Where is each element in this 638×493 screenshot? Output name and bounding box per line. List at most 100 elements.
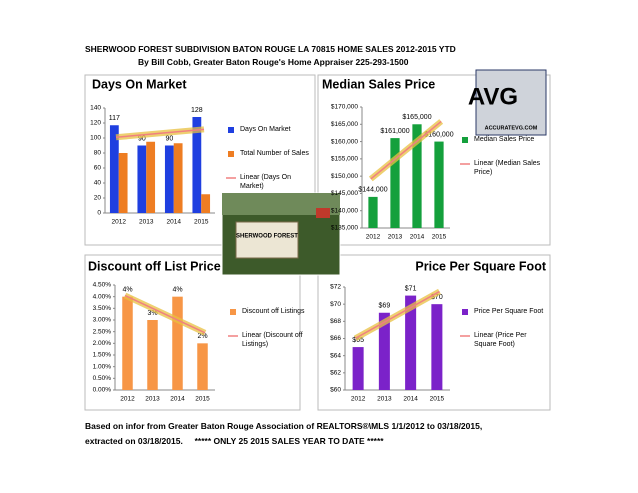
data-label: $69: [379, 303, 391, 310]
y-tick-label: 20: [94, 195, 102, 202]
legend-label: Linear (Days On Market): [240, 174, 291, 190]
y-tick-label: $70: [330, 301, 341, 308]
sign: [235, 221, 299, 259]
chart-title: Days On Market: [92, 77, 187, 91]
y-tick-label: $62: [330, 370, 341, 377]
bar: [412, 124, 422, 228]
bar: [378, 312, 390, 390]
legend-label: Linear (Median Sales Price): [474, 160, 541, 176]
legend-swatch: [228, 127, 234, 133]
data-label: $70: [431, 294, 443, 301]
y-tick-label: 4.00%: [93, 293, 112, 300]
y-tick-label: 140: [90, 105, 101, 112]
legend-label: Linear (Discount off Listings): [242, 332, 303, 348]
page-subtitle: By Bill Cobb, Greater Baton Rouge's Home…: [138, 57, 409, 67]
footer-line: Based on infor from Greater Baton Rouge …: [85, 421, 483, 431]
x-tick-label: 2013: [377, 396, 392, 403]
bar: [173, 143, 183, 213]
y-tick-label: 100: [90, 135, 101, 142]
legend-label: Price Per Square Foot: [474, 308, 544, 315]
x-tick-label: 2013: [139, 219, 154, 226]
legend-swatch: [462, 137, 468, 143]
data-label: 128: [191, 107, 203, 114]
trendline: [355, 290, 440, 339]
y-tick-label: $160,000: [331, 138, 358, 145]
y-tick-label: 1.00%: [93, 363, 112, 370]
chart-title: Discount off List Price: [88, 259, 221, 273]
y-tick-label: 2.50%: [93, 328, 112, 335]
x-tick-label: 2015: [430, 396, 445, 403]
y-tick-label: 0.50%: [93, 375, 112, 382]
y-tick-label: $135,000: [331, 225, 358, 232]
x-tick-label: 2012: [366, 234, 381, 241]
y-tick-label: $150,000: [331, 173, 358, 180]
y-tick-label: $155,000: [331, 156, 358, 163]
trendline: [115, 128, 205, 139]
x-tick-label: 2013: [388, 234, 403, 241]
trendline: [370, 120, 442, 180]
logo: [475, 69, 547, 136]
chart-title: Price Per Square Foot: [415, 259, 546, 273]
y-tick-label: $64: [330, 352, 341, 359]
bar: [118, 153, 128, 213]
x-tick-label: 2014: [167, 219, 182, 226]
legend-swatch: [230, 309, 236, 315]
y-tick-label: 3.00%: [93, 317, 112, 324]
y-tick-label: 0: [97, 210, 101, 217]
data-label: 90: [165, 135, 173, 142]
data-label: $165,000: [402, 114, 431, 121]
bar: [197, 343, 208, 390]
data-label: 2%: [197, 333, 207, 340]
flag: [316, 208, 330, 218]
panel: [84, 254, 301, 411]
bar: [405, 295, 417, 390]
x-tick-label: 2012: [112, 219, 127, 226]
sign-text: SHERWOOD FOREST: [236, 234, 298, 240]
data-label: $160,000: [424, 131, 453, 138]
photo-sky: [222, 193, 340, 215]
y-tick-label: 3.50%: [93, 305, 112, 312]
logo-letters: AVG: [468, 83, 518, 110]
y-tick-label: $170,000: [331, 104, 358, 111]
bar: [122, 296, 133, 390]
y-tick-label: $72: [330, 284, 341, 291]
bar: [192, 117, 202, 213]
y-tick-label: $60: [330, 387, 341, 394]
data-label: 3%: [147, 310, 157, 317]
x-tick-label: 2014: [170, 396, 185, 403]
y-tick-label: $165,000: [331, 121, 358, 128]
bar: [172, 296, 183, 390]
y-tick-label: 4.50%: [93, 282, 112, 289]
y-tick-label: 2.00%: [93, 340, 112, 347]
bar: [434, 141, 444, 228]
footer-line: extracted on 03/18/2015. ***** ONLY 25 2…: [85, 436, 384, 446]
legend-swatch: [462, 309, 468, 315]
y-tick-label: 120: [90, 120, 101, 127]
data-label: $65: [352, 337, 364, 344]
x-tick-label: 2015: [432, 234, 447, 241]
bar: [109, 125, 119, 213]
y-tick-label: 60: [94, 165, 102, 172]
data-label: 90: [138, 135, 146, 142]
bar: [431, 304, 443, 390]
data-label: $71: [405, 285, 417, 292]
trendline: [124, 294, 206, 334]
page-title: SHERWOOD FOREST SUBDIVISION BATON ROUGE …: [85, 44, 456, 54]
x-tick-label: 2015: [194, 219, 209, 226]
y-tick-label: 0.00%: [93, 387, 112, 394]
x-tick-label: 2012: [351, 396, 366, 403]
y-tick-label: $66: [330, 335, 341, 342]
bar: [201, 194, 211, 213]
data-label: 117: [109, 115, 120, 122]
data-label: 4%: [172, 287, 182, 294]
legend-label: Median Sales Price: [474, 136, 535, 143]
bar: [164, 145, 174, 213]
legend-label: Discount off Listings: [242, 308, 305, 315]
bar: [147, 320, 158, 390]
legend-swatch: [228, 151, 234, 157]
y-tick-label: $145,000: [331, 190, 358, 197]
data-label: 4%: [122, 287, 132, 294]
x-tick-label: 2014: [410, 234, 425, 241]
